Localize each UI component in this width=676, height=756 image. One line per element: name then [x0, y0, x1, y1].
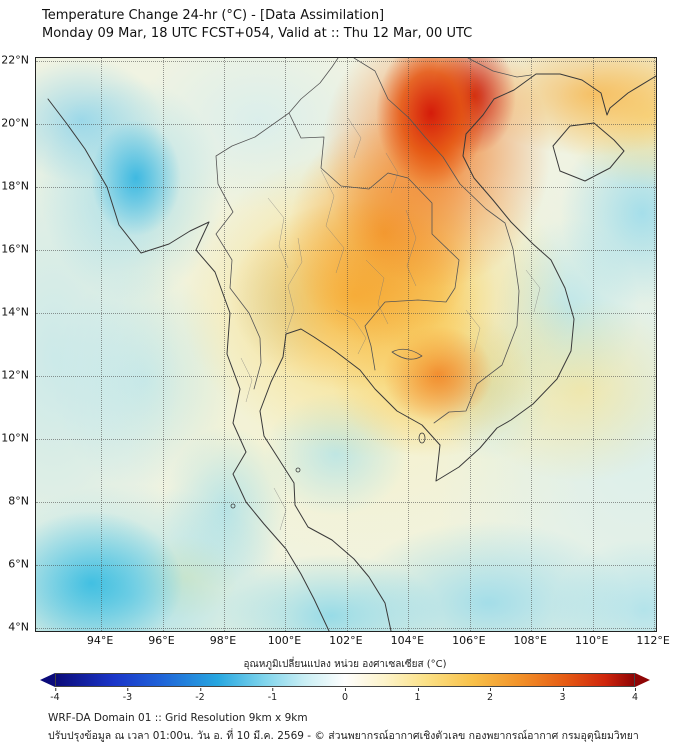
grid-line-horizontal	[36, 376, 656, 377]
x-tick-label: 100°E	[267, 634, 302, 647]
grid-line-horizontal	[36, 312, 656, 314]
province-lines	[347, 117, 362, 159]
y-tick-label: 6°N	[8, 557, 29, 571]
x-tick-label: 108°E	[513, 634, 547, 647]
y-tick-label: 14°N	[1, 305, 29, 319]
grid-line-horizontal	[36, 439, 656, 441]
y-tick-label: 12°N	[1, 368, 29, 382]
grid-line-horizontal	[36, 60, 656, 62]
province-lines	[335, 309, 367, 355]
grid-line-vertical	[101, 58, 103, 631]
colorbar-tick-label: -3	[122, 688, 133, 703]
grid-line-vertical	[162, 58, 164, 631]
x-tick-label: 112°E	[636, 634, 670, 647]
y-tick-label: 10°N	[1, 431, 29, 445]
border-myanmar-laos	[288, 58, 339, 114]
border-laos-vietnam	[353, 58, 520, 424]
grid-line-vertical	[654, 58, 656, 631]
y-tick-label: 18°N	[1, 179, 29, 193]
boundaries-overlay	[47, 58, 656, 631]
province-lines	[365, 259, 389, 325]
island-phuket	[230, 503, 236, 509]
x-tick-label: 102°E	[329, 634, 363, 647]
grid-line-horizontal	[36, 249, 656, 251]
temperature-field	[36, 58, 656, 631]
map-subtitle: Monday 09 Mar, 18 UTC FCST+054, Valid at…	[42, 26, 473, 41]
border-myanmar-thailand	[215, 112, 290, 390]
map-frame	[35, 57, 657, 632]
coastline-west	[47, 98, 330, 631]
border-china-vietnam	[467, 58, 532, 78]
colorbar-tick-label: 4	[631, 688, 639, 703]
grid-line-horizontal	[36, 628, 656, 630]
province-lines	[273, 487, 287, 531]
grid-overlay	[36, 58, 656, 631]
colorbar-gradient-bar	[55, 673, 635, 687]
province-lines	[267, 197, 289, 269]
x-tick-label: 94°E	[86, 634, 114, 647]
grid-line-vertical	[408, 58, 410, 631]
grid-line-horizontal	[36, 502, 656, 504]
grid-line-vertical	[592, 58, 594, 631]
x-tick-label: 96°E	[148, 634, 175, 647]
grid-line-horizontal	[36, 565, 656, 567]
y-axis-labels: 22°N 20°N 18°N 16°N 14°N 12°N 10°N 8°N 6…	[0, 53, 32, 633]
map-title: Temperature Change 24-hr (°C) - [Data As…	[42, 8, 385, 23]
y-tick-label: 4°N	[8, 620, 29, 634]
hainan-island	[552, 122, 625, 182]
colorbar	[40, 673, 650, 687]
colorbar-tick-label: -1	[267, 688, 278, 703]
footer-update-info: ปรับปรุงข้อมูล ณ เวลา 01:00น. วัน อ. ที่…	[48, 730, 639, 742]
colorbar-label: อุณหภูมิเปลี่ยนแปลง หน่วย องศาเซลเซียส (…	[243, 659, 447, 670]
province-lines	[405, 209, 417, 287]
grid-line-vertical	[346, 58, 348, 631]
colorbar-tick-label: 0	[341, 688, 349, 703]
province-lines	[320, 169, 345, 274]
colorbar-ticks: -4 -3 -2 -1 0 1 2 3 4	[50, 688, 639, 704]
y-tick-label: 8°N	[8, 494, 29, 508]
province-lines	[465, 309, 481, 353]
colorbar-min-arrow	[40, 673, 55, 687]
grid-line-vertical	[285, 58, 287, 631]
coastline-east	[259, 73, 656, 631]
colorbar-tick-label: 2	[486, 688, 494, 703]
grid-line-horizontal	[36, 123, 656, 125]
province-lines	[240, 357, 253, 403]
grid-line-horizontal	[36, 186, 656, 188]
x-tick-label: 98°E	[209, 634, 237, 647]
tonle-sap-lake	[391, 348, 423, 360]
colorbar-tick-label: -2	[195, 688, 205, 703]
island-phu-quoc	[418, 432, 426, 444]
y-tick-label: 22°N	[1, 53, 29, 67]
province-lines	[525, 269, 541, 313]
grid-line-vertical	[469, 58, 471, 631]
colorbar-tick-label: 1	[414, 688, 421, 703]
province-lines	[385, 152, 399, 194]
x-tick-label: 106°E	[452, 634, 486, 647]
y-tick-label: 20°N	[1, 116, 29, 130]
colorbar-tick-label: -4	[50, 688, 60, 703]
grid-line-vertical	[223, 58, 225, 631]
grid-line-vertical	[531, 58, 533, 631]
y-tick-label: 16°N	[1, 242, 29, 256]
x-tick-label: 104°E	[390, 634, 425, 647]
colorbar-tick-label: 3	[559, 688, 566, 703]
x-tick-label: 110°E	[574, 634, 609, 647]
border-thailand-laos-cambodia	[288, 112, 460, 371]
x-axis-labels: 94°E 96°E 98°E 100°E 102°E 104°E 106°E 1…	[35, 634, 670, 650]
footer-model-info: WRF-DA Domain 01 :: Grid Resolution 9km …	[48, 712, 308, 724]
colorbar-max-arrow	[635, 673, 650, 687]
province-lines	[285, 237, 303, 335]
island-samui	[295, 467, 301, 473]
